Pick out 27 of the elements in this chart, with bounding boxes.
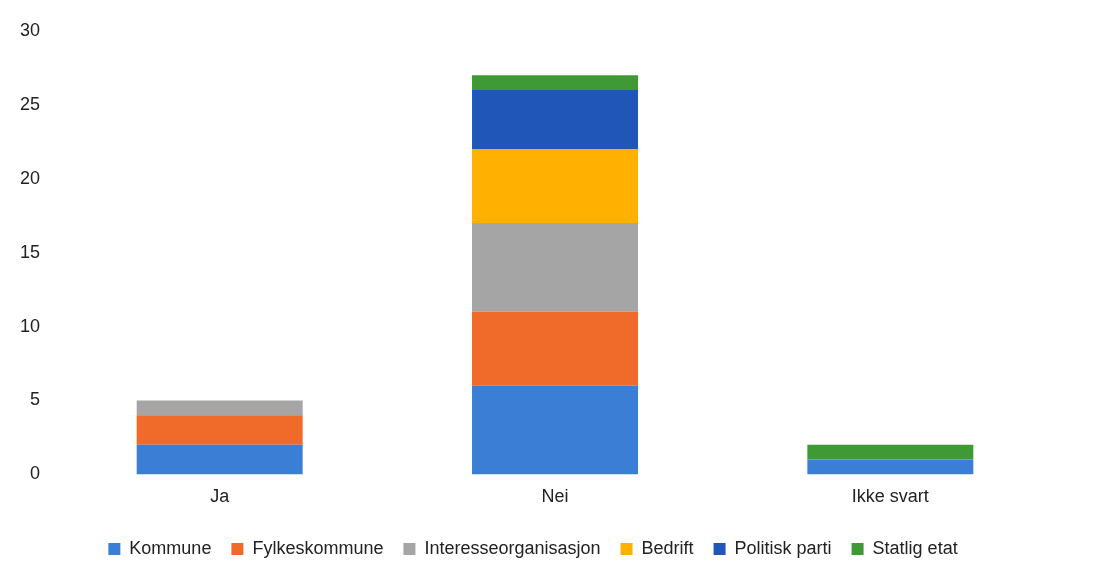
bar [136, 444, 303, 475]
x-tick-label: Ja [210, 486, 231, 507]
y-tick-label: 10 [19, 315, 41, 336]
bar [807, 444, 974, 460]
x-tick-label: Ikke svart [851, 486, 929, 507]
y-tick-label: 25 [19, 93, 41, 114]
bar [472, 385, 638, 475]
bar [807, 459, 974, 475]
bar [472, 75, 638, 90]
legend-label: Fylkeskommune [252, 537, 384, 558]
bar [472, 149, 638, 224]
x-tick-label: Nei [541, 486, 569, 507]
y-tick-label: 30 [19, 19, 41, 40]
legend-label: Bedrift [641, 537, 694, 558]
y-tick-label: 5 [30, 389, 41, 410]
y-tick-label: 20 [19, 167, 41, 188]
bar [472, 311, 638, 386]
bar [472, 89, 638, 150]
y-tick-label: 0 [30, 463, 41, 484]
bar [472, 223, 638, 312]
legend-label: Interesseorganisasjon [424, 537, 601, 558]
bar [136, 415, 303, 445]
legend-label: Kommune [129, 537, 212, 558]
bar [136, 400, 303, 416]
legend-label: Politisk parti [734, 537, 832, 558]
y-tick-label: 15 [19, 241, 41, 262]
legend-label: Statlig etat [872, 537, 958, 558]
